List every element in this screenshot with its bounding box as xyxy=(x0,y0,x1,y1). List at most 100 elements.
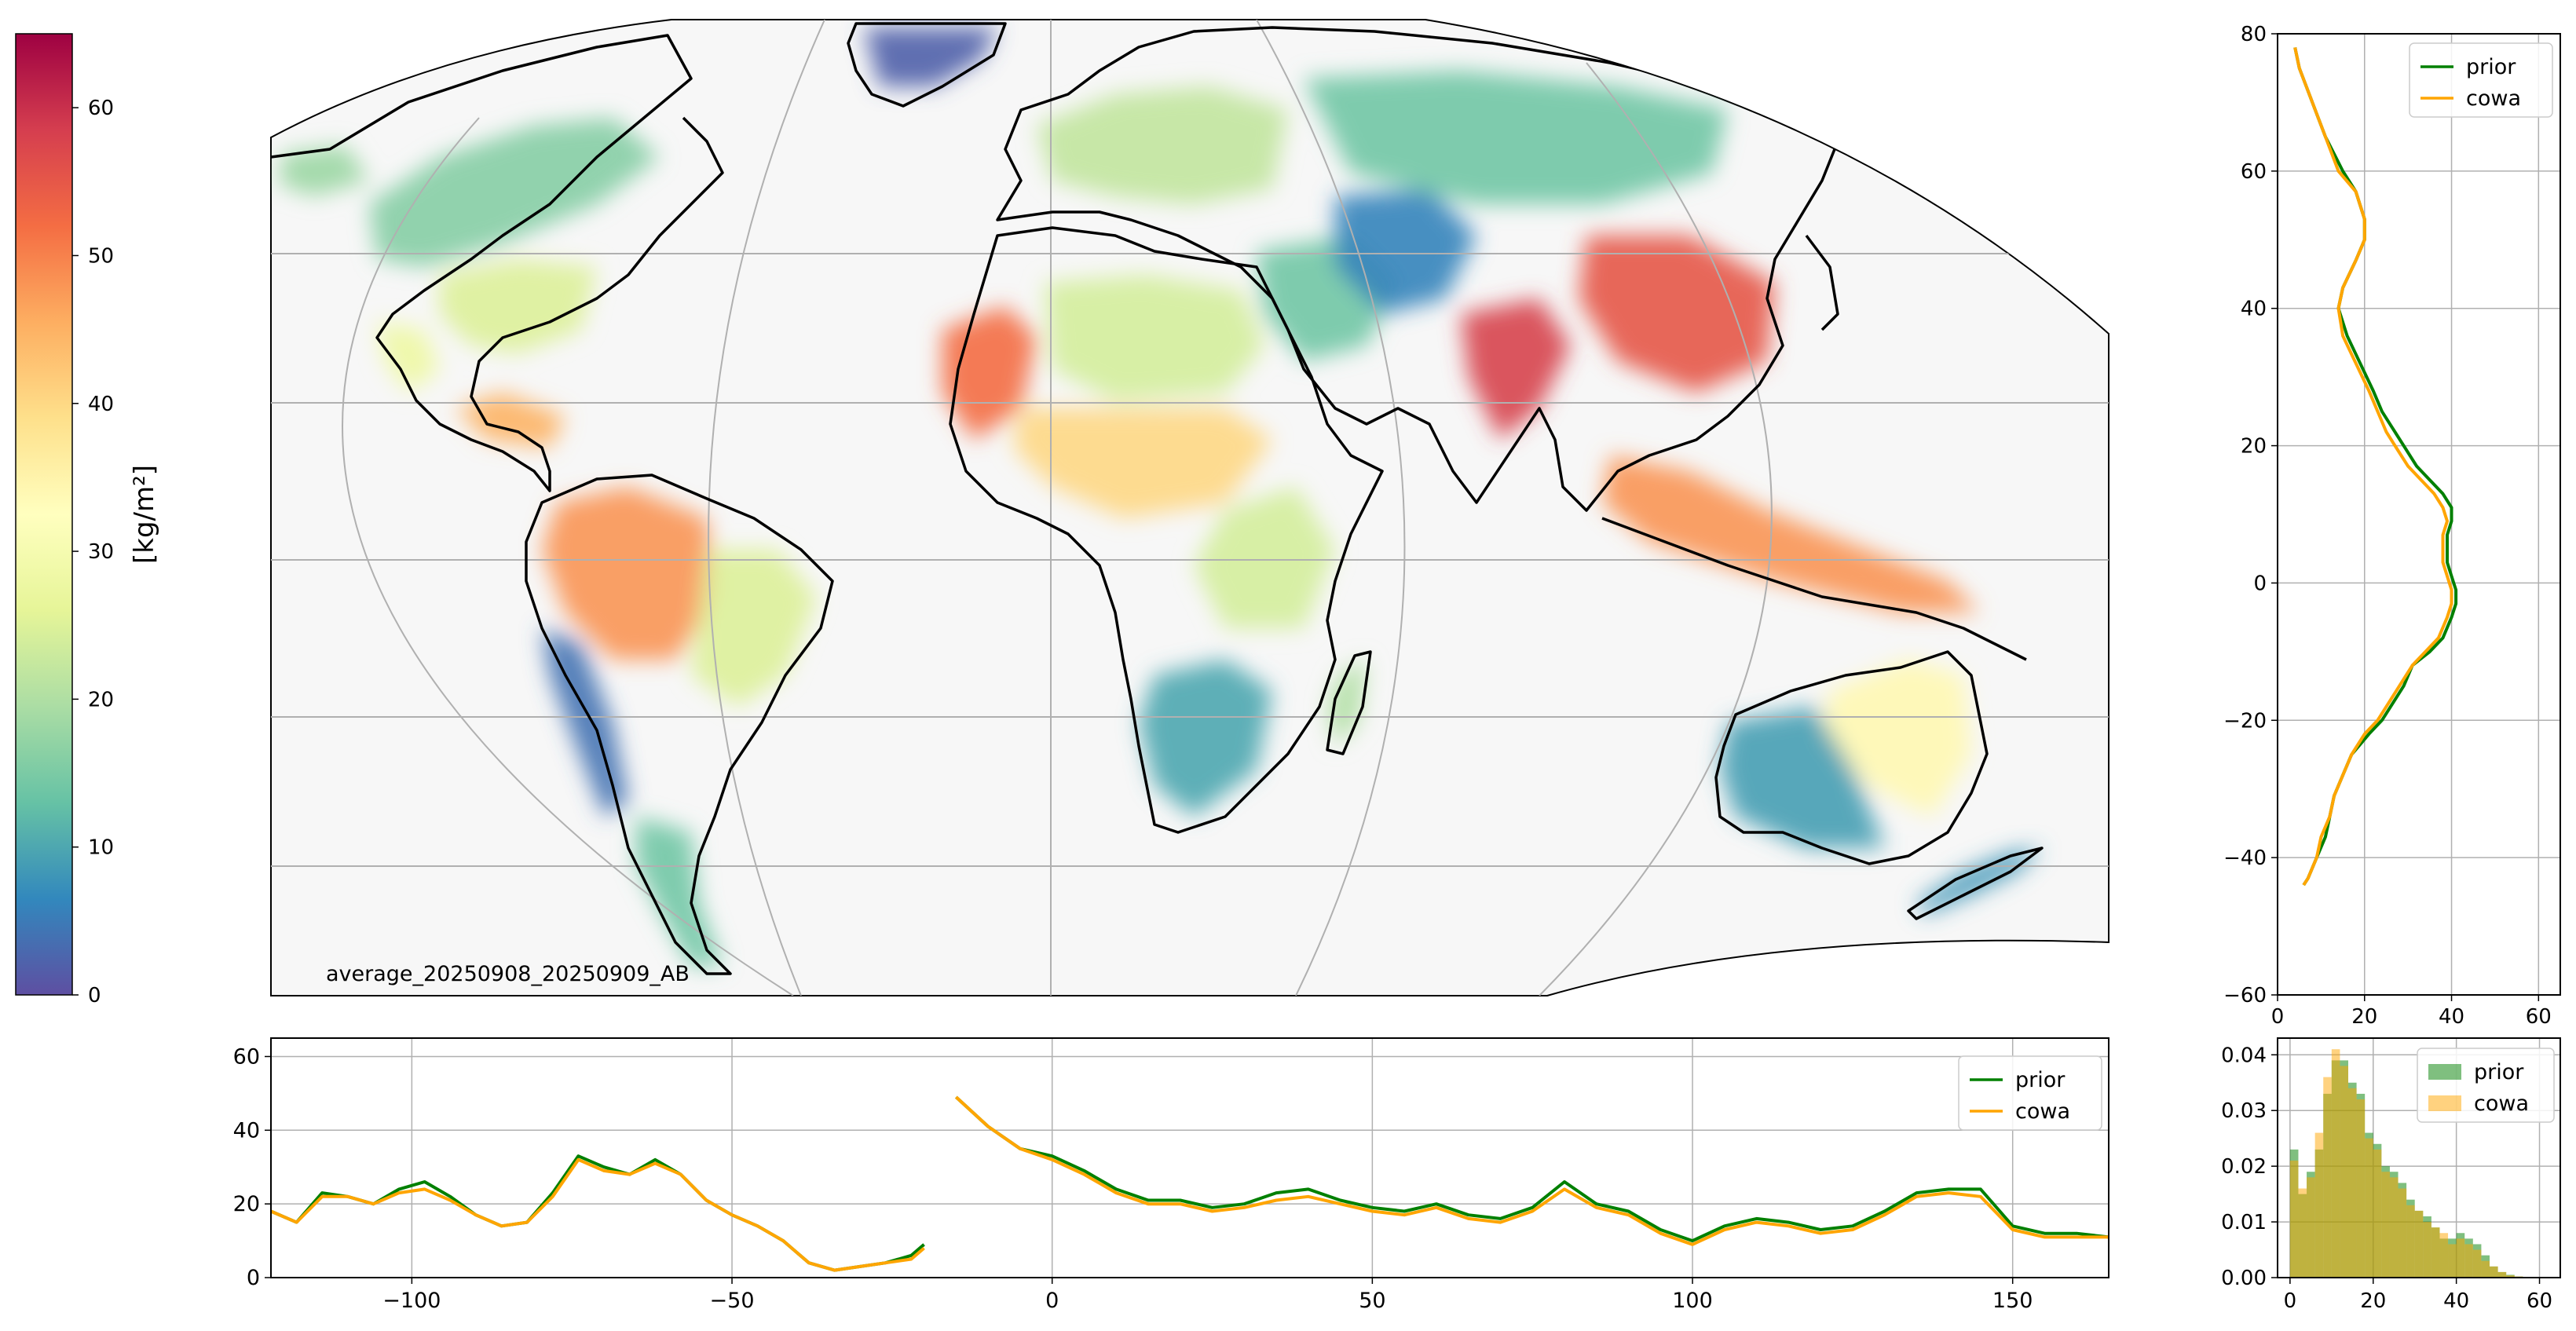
histogram-bar-cowa xyxy=(2414,1210,2424,1278)
x-tick-label: 20 xyxy=(2360,1289,2386,1313)
map-region-eastern-brazil xyxy=(691,550,817,707)
x-tick-label: 20 xyxy=(2351,1005,2377,1029)
colorbar-tick-label: 50 xyxy=(88,244,114,268)
series-line-prior xyxy=(270,1154,925,1272)
coastline-north-america xyxy=(271,34,724,492)
y-tick-label: −40 xyxy=(2223,847,2267,870)
histogram-bar-cowa xyxy=(2398,1188,2407,1278)
histogram-bar-cowa xyxy=(2389,1177,2399,1278)
latitude-profile-frame xyxy=(2277,33,2561,996)
histogram-bar-cowa xyxy=(2373,1149,2382,1278)
y-tick-label: −60 xyxy=(2223,984,2267,1007)
map-region-sahel xyxy=(1013,408,1272,518)
coastline-south-america xyxy=(525,474,834,975)
meridian-line xyxy=(1256,20,1406,996)
coastline-greenland xyxy=(847,22,1007,108)
map-region-siberia xyxy=(1304,71,1728,204)
map-region-caribbean-central-america xyxy=(456,393,565,448)
y-tick-label: 40 xyxy=(233,1118,260,1143)
histogram-bar-cowa xyxy=(2340,1066,2348,1278)
map-data-fields xyxy=(279,27,2042,966)
histogram-bar-cowa xyxy=(2506,1275,2515,1278)
coastline-japan xyxy=(1805,234,1839,331)
y-tick-label: 60 xyxy=(2241,160,2267,184)
x-tick-label: 60 xyxy=(2527,1289,2552,1313)
series-line-prior xyxy=(955,1095,2109,1243)
coastline-madagascar xyxy=(1326,650,1372,755)
histogram-bar-cowa xyxy=(2431,1227,2440,1278)
x-tick-label: 50 xyxy=(1359,1289,1385,1313)
longitude-profile-chart: −100 −50 0 50 100 150 0 20 40 60 prior cowa xyxy=(233,1037,2109,1313)
map-region-sahara-central xyxy=(1045,275,1264,400)
map-region-europe xyxy=(1037,86,1288,204)
map-region-canada-northern-usa xyxy=(369,118,660,267)
legend-label-prior: prior xyxy=(2015,1068,2066,1092)
histogram-bar-cowa xyxy=(2323,1077,2332,1278)
coastline-new-zealand xyxy=(1907,847,2044,920)
map-region-new-zealand xyxy=(1916,848,2042,915)
map-region-alaska xyxy=(279,145,369,196)
longitude-profile-frame xyxy=(270,1037,2109,1278)
coastlines xyxy=(271,22,2044,975)
histogram-chart: 0 20 40 60 0.00 0.01 0.02 0.03 0.04 prior cowa xyxy=(2221,1037,2561,1313)
map-region-central-asia xyxy=(1335,188,1476,314)
colorbar-label: [kg/m²] xyxy=(129,465,160,564)
map-region-east-africa xyxy=(1194,487,1335,628)
histogram-bar-cowa xyxy=(2307,1177,2315,1278)
colorbar: 0 10 20 30 40 50 60 [kg/m²] xyxy=(15,33,160,1007)
histogram-bar-cowa xyxy=(2348,1088,2357,1278)
legend-label-cowa: cowa xyxy=(2474,1091,2529,1116)
x-tick-label: −50 xyxy=(710,1289,755,1313)
y-tick-label: 20 xyxy=(233,1192,260,1216)
colorbar-tick-label: 60 xyxy=(88,97,114,120)
series-line-cowa xyxy=(270,1157,925,1272)
colorbar-tick-label: 10 xyxy=(88,836,114,860)
histogram-bar-cowa xyxy=(2472,1249,2482,1278)
y-tick-label: 0 xyxy=(247,1266,260,1290)
histogram-bar-cowa xyxy=(2365,1138,2373,1278)
y-tick-label: 0 xyxy=(2253,572,2267,595)
meridian-line xyxy=(1539,62,1773,996)
histogram-bar-cowa xyxy=(2481,1260,2490,1278)
map-region-southeast-asia xyxy=(1602,455,1979,612)
colorbar-tick-label: 30 xyxy=(88,540,114,564)
map-annotation: average_20250908_20250909_AB xyxy=(326,962,690,986)
histogram-bar-cowa xyxy=(2423,1222,2431,1278)
legend-label-prior: prior xyxy=(2474,1060,2524,1084)
histogram-bar-cowa xyxy=(2464,1244,2473,1278)
histogram-bar-cowa xyxy=(2406,1205,2415,1278)
x-tick-label: −100 xyxy=(382,1289,441,1313)
legend-label-cowa: cowa xyxy=(2015,1099,2070,1124)
histogram-legend: prior cowa xyxy=(2417,1048,2555,1123)
map-region-india-south-asia xyxy=(1461,298,1571,440)
y-tick-label: 0.04 xyxy=(2221,1044,2267,1067)
x-tick-label: 0 xyxy=(2284,1289,2297,1313)
x-tick-label: 40 xyxy=(2443,1289,2469,1313)
x-tick-label: 0 xyxy=(1045,1289,1059,1313)
histogram-bars xyxy=(2289,1049,2540,1278)
map-panel: average_20250908_20250909_AB xyxy=(270,19,2109,996)
map-region-greenland xyxy=(864,27,997,86)
y-tick-label: 0.01 xyxy=(2221,1211,2267,1234)
histogram-bar-cowa xyxy=(2448,1244,2457,1278)
x-tick-label: 150 xyxy=(1992,1289,2033,1313)
y-tick-label: −20 xyxy=(2223,709,2267,733)
y-tick-label: 0.00 xyxy=(2221,1267,2267,1290)
histogram-bar-cowa xyxy=(2456,1238,2465,1278)
x-tick-label: 100 xyxy=(1672,1289,1713,1313)
map-region-southern-africa xyxy=(1139,660,1272,817)
histogram-bar-cowa xyxy=(2331,1049,2340,1278)
map-region-australia-south xyxy=(1720,707,1885,848)
histogram-bar-cowa xyxy=(2490,1266,2498,1278)
longitude-profile-series xyxy=(270,1095,2109,1272)
legend-label-prior: prior xyxy=(2466,55,2516,79)
map-region-amazon-basin xyxy=(542,487,715,660)
coastline-indonesia xyxy=(1601,517,2027,661)
y-tick-label: 60 xyxy=(233,1044,260,1069)
x-tick-label: 40 xyxy=(2439,1005,2464,1029)
longitude-profile-grid xyxy=(271,1038,2109,1278)
y-tick-label: 0.02 xyxy=(2221,1155,2267,1179)
series-line-cowa xyxy=(955,1095,2109,1246)
map-region-china-east xyxy=(1579,236,1775,393)
